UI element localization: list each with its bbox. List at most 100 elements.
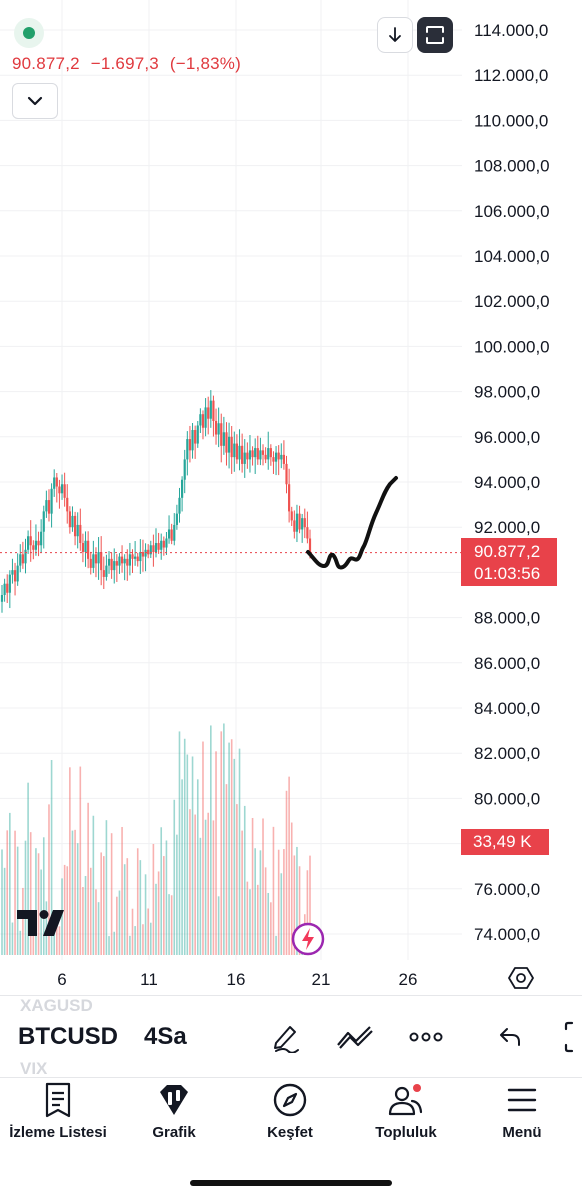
volume-bar (251, 817, 254, 955)
volume-bar (37, 853, 40, 955)
volume-bar (194, 814, 196, 955)
nav-watchlist[interactable]: İzleme Listesi (0, 1082, 116, 1152)
candle-body (282, 454, 285, 464)
interval-selector[interactable]: 4Sa (144, 1023, 187, 1050)
volume-tag: 33,49 K (461, 829, 549, 855)
candle-body (272, 457, 275, 462)
candle-body (29, 536, 32, 546)
candle-body (217, 423, 220, 435)
volume-bar (11, 922, 14, 955)
prev-symbol[interactable]: XAGUSD (20, 996, 93, 1015)
arrow-down-icon (389, 27, 401, 42)
volume-bar (92, 815, 95, 955)
volume-bar (165, 840, 168, 955)
volume-bar (249, 889, 251, 955)
volume-bar (32, 924, 35, 955)
candle-body (53, 477, 56, 489)
candle-body (76, 524, 79, 537)
candle-body (238, 445, 241, 460)
next-tool-button[interactable] (560, 1017, 582, 1057)
nav-explore[interactable]: Keşfet (232, 1082, 348, 1152)
volume-bar (61, 878, 63, 955)
volume-bar (76, 843, 79, 955)
compass-icon (273, 1083, 307, 1117)
volume-bar (142, 924, 144, 955)
volume-bar (123, 864, 126, 955)
draw-tool-button[interactable] (266, 1017, 306, 1057)
candle-body (173, 524, 176, 541)
nav-community[interactable]: Topluluk (348, 1082, 464, 1152)
candle-body (92, 554, 95, 568)
price-axis-label: 104.000,0 (474, 247, 550, 266)
undo-button[interactable] (490, 1017, 530, 1057)
volume-bar (113, 931, 116, 955)
time-axis-label: 21 (312, 970, 331, 989)
volume-bar (22, 887, 24, 955)
collapse-legend-button[interactable] (12, 83, 58, 119)
fullscreen-button[interactable] (417, 17, 453, 53)
chevron-down-icon (27, 96, 43, 106)
market-status-icon (14, 18, 44, 48)
candle-body (34, 540, 38, 550)
trend-tool-icon (337, 1026, 373, 1049)
candle-body (144, 549, 147, 557)
more-button[interactable] (406, 1017, 446, 1057)
candle-body (94, 554, 98, 564)
price-axis-label: 74.000,0 (474, 925, 540, 944)
candle-body (196, 425, 199, 444)
settings-icon[interactable] (507, 964, 535, 992)
volume-bar (246, 881, 249, 955)
menu-icon (507, 1088, 537, 1112)
volume-bar (121, 826, 123, 955)
candle-body (259, 450, 262, 460)
nav-community-label: Topluluk (375, 1124, 437, 1141)
candle-body (79, 524, 82, 544)
volume-bar (170, 895, 173, 955)
volume-bar (149, 922, 152, 955)
candle-body (55, 477, 58, 487)
volume-bar (210, 725, 212, 955)
download-button[interactable] (377, 17, 413, 53)
volume-bar (178, 731, 181, 955)
candle-body (42, 511, 45, 532)
volume-bar (223, 723, 225, 955)
candle-body (277, 452, 280, 460)
volume-bar (298, 866, 301, 955)
symbol-selector[interactable]: BTCUSD (18, 1023, 118, 1050)
volume-bar (163, 856, 165, 955)
candle-body (280, 454, 283, 460)
trend-tool-button[interactable] (335, 1017, 375, 1057)
nav-chart[interactable]: Grafik (116, 1082, 232, 1152)
volume-bar (204, 819, 207, 955)
candle-body (63, 484, 66, 498)
candle-body (40, 531, 43, 546)
price-axis-label: 96.000,0 (474, 428, 540, 447)
nav-explore-label: Keşfet (267, 1124, 313, 1141)
nav-menu[interactable]: Menü (464, 1082, 580, 1152)
chart-icon (160, 1085, 188, 1115)
next-symbol[interactable]: VIX (20, 1059, 48, 1078)
candle-body (115, 561, 118, 566)
candle-body (60, 484, 64, 494)
candle-body (11, 570, 14, 575)
price-axis-label: 106.000,0 (474, 202, 550, 221)
volume-bar (212, 820, 215, 955)
volume-bar (157, 871, 160, 955)
candle-body (251, 450, 254, 458)
candle-body (267, 448, 270, 460)
volume-bar (196, 779, 199, 955)
volume-bar (199, 837, 202, 955)
flash-icon[interactable] (291, 922, 325, 956)
volume-bar (126, 858, 129, 955)
volume-bar (290, 822, 293, 955)
volume-bar (3, 867, 6, 955)
candle-body (134, 556, 137, 559)
time-axis-label: 26 (399, 970, 418, 989)
volume-bar (173, 799, 176, 955)
volume-bar (147, 908, 149, 955)
volume-bar (116, 896, 118, 955)
candle-body (207, 407, 210, 419)
candle-body (212, 400, 215, 421)
candle-body (225, 432, 228, 453)
price-chart[interactable]: 6 11 16 21 26 114.000,0 112.000,0 110.000,0 108.… (0, 0, 582, 995)
